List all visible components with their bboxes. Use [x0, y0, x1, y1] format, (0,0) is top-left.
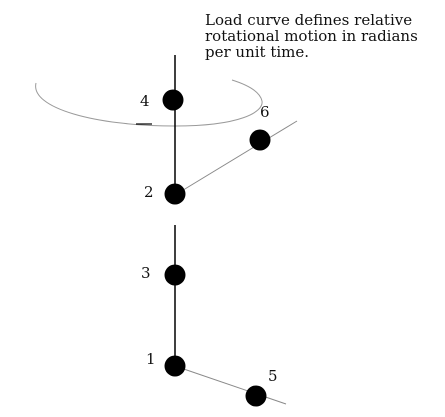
label-node-3: 3 — [141, 264, 151, 282]
annotation-line-1: Load curve defines relative — [205, 11, 413, 29]
label-node-2: 2 — [144, 183, 154, 201]
annotation-line-3: per unit time. — [205, 43, 310, 61]
annotation-line-2: rotational motion in radians — [205, 27, 418, 45]
label-node-6: 6 — [260, 103, 270, 121]
arm-1-5 — [174, 365, 287, 405]
node-6 — [249, 129, 271, 151]
node-5 — [245, 385, 267, 407]
label-node-5: 5 — [268, 367, 278, 385]
label-node-4: 4 — [140, 92, 150, 110]
node-3 — [164, 264, 186, 286]
label-node-1: 1 — [146, 350, 156, 368]
rotation-ellipse-arc — [35, 79, 263, 127]
node-2 — [164, 183, 186, 205]
rotation-annotation: Load curve defines relative rotational m… — [205, 12, 440, 60]
node-1 — [164, 355, 186, 377]
node-4 — [162, 89, 184, 111]
arm-2-6 — [174, 120, 298, 196]
